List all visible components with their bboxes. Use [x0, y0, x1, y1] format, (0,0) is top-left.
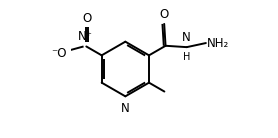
Text: O: O [160, 7, 169, 21]
Text: NH₂: NH₂ [207, 37, 229, 50]
Text: ⁻O: ⁻O [51, 47, 66, 60]
Text: H: H [183, 52, 190, 62]
Text: O: O [82, 12, 92, 25]
Text: N⁺: N⁺ [78, 30, 92, 43]
Text: N: N [182, 31, 191, 44]
Text: N: N [121, 102, 130, 115]
